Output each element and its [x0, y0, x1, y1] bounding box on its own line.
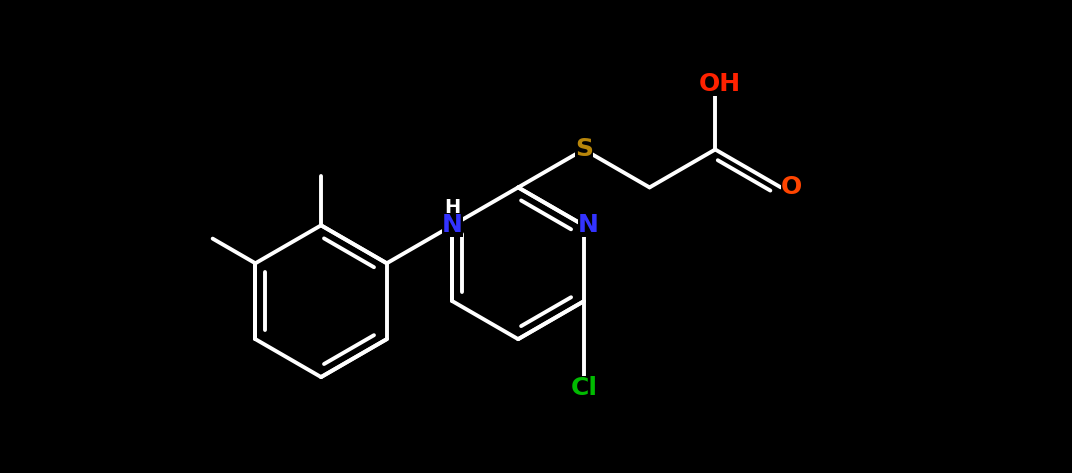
Text: OH: OH	[699, 72, 741, 96]
Text: S: S	[575, 138, 593, 161]
Text: O: O	[781, 175, 802, 200]
Text: N: N	[578, 213, 599, 237]
Text: N: N	[442, 213, 463, 237]
Text: Cl: Cl	[570, 376, 597, 400]
Text: H: H	[444, 198, 461, 217]
